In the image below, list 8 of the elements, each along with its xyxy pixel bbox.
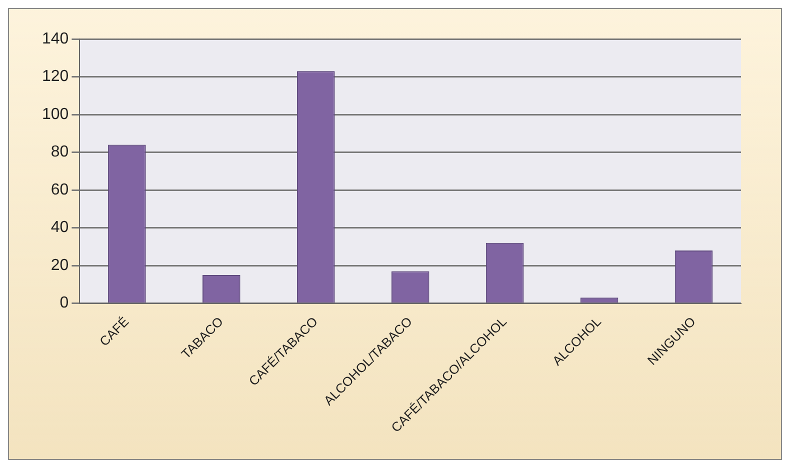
y-tick-label: 60 xyxy=(50,181,69,198)
y-tick-label: 120 xyxy=(42,68,69,86)
y-tick-label: 20 xyxy=(50,256,69,274)
y-tick-label: 100 xyxy=(42,106,69,123)
y-tick-label: 40 xyxy=(50,219,69,236)
y-tick-label: 80 xyxy=(50,144,69,161)
y-tick-label: 140 xyxy=(42,30,69,48)
y-tick-label: 0 xyxy=(60,294,69,312)
